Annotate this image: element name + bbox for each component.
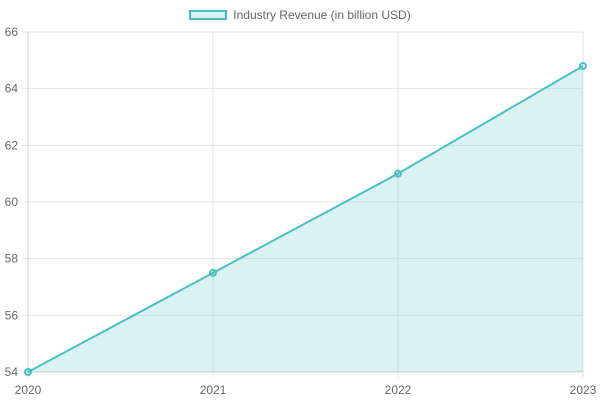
legend-label: Industry Revenue (in billion USD) [233, 8, 411, 22]
y-tick-label: 62 [5, 138, 19, 152]
chart-legend[interactable]: Industry Revenue (in billion USD) [0, 8, 600, 22]
data-point-marker [394, 169, 402, 178]
y-tick-label: 58 [5, 252, 19, 266]
x-tick-label: 2020 [15, 383, 42, 397]
y-tick-label: 60 [5, 195, 19, 209]
legend-swatch [189, 10, 228, 20]
y-tick-label: 64 [5, 82, 19, 96]
data-point-marker [209, 268, 217, 277]
y-tick-label: 54 [5, 365, 19, 379]
y-tick-label: 66 [5, 25, 19, 39]
x-tick-label: 2023 [570, 383, 597, 397]
area-fill [28, 66, 583, 372]
data-point-marker [579, 62, 587, 70]
series-line [27, 65, 584, 373]
y-tick-label: 56 [5, 308, 19, 322]
data-point-marker [24, 368, 32, 376]
x-tick-label: 2022 [385, 383, 412, 397]
x-tick-label: 2021 [200, 383, 227, 397]
